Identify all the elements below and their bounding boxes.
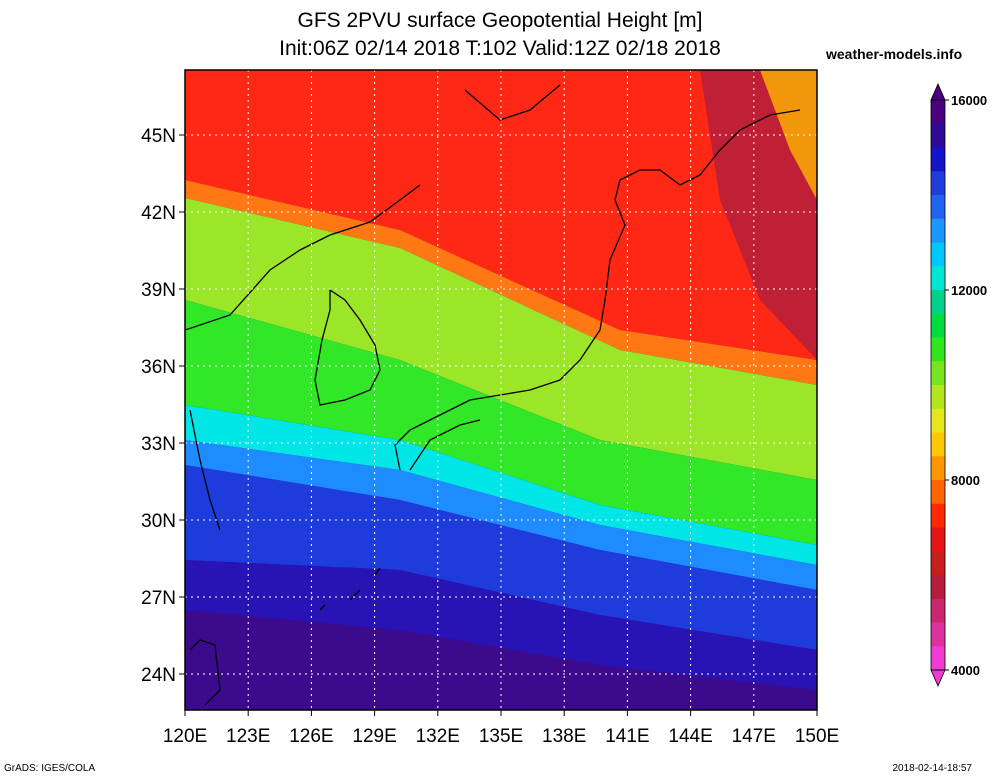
colorbar-swatch xyxy=(931,100,945,125)
colorbar-swatch xyxy=(931,575,945,600)
lon-tick-label: 126E xyxy=(289,726,333,747)
lat-tick-label: 45N xyxy=(141,126,176,147)
colorbar-swatch xyxy=(931,147,945,172)
map-subtitle: Init:06Z 02/14 2018 T:102 Valid:12Z 02/1… xyxy=(279,37,721,60)
latitude-axis: 45N 42N 39N 36N 33N 30N 27N 24N xyxy=(141,126,185,686)
lat-tick-label: 42N xyxy=(141,203,176,224)
colorbar-swatch xyxy=(931,456,945,481)
colorbar-swatch xyxy=(931,480,945,505)
lat-tick-label: 24N xyxy=(141,665,176,686)
site-credit: weather-models.info xyxy=(826,46,963,62)
colorbar: 16000 12000 8000 4000 xyxy=(930,83,987,687)
lon-tick-label: 147E xyxy=(732,726,776,747)
colorbar-swatch xyxy=(931,171,945,196)
colorbar-swatch xyxy=(931,551,945,576)
colorbar-swatch xyxy=(931,598,945,623)
timestamp: 2018-02-14-18:57 xyxy=(892,763,972,774)
colorbar-label: 4000 xyxy=(951,663,980,678)
colorbar-swatch xyxy=(931,622,945,647)
lat-tick-label: 27N xyxy=(141,588,176,609)
colorbar-swatch xyxy=(931,266,945,291)
lon-tick-label: 120E xyxy=(163,726,207,747)
lon-tick-label: 141E xyxy=(605,726,649,747)
colorbar-swatch xyxy=(931,646,945,671)
colorbar-swatch xyxy=(931,290,945,315)
lon-tick-label: 123E xyxy=(226,726,270,747)
colorbar-swatch xyxy=(931,361,945,386)
lon-tick-label: 129E xyxy=(352,726,396,747)
coastlines xyxy=(185,84,801,706)
colorbar-swatch xyxy=(931,408,945,433)
colorbar-swatch xyxy=(931,123,945,148)
colorbar-swatch xyxy=(931,337,945,362)
graticule xyxy=(185,70,817,710)
lon-tick-label: 138E xyxy=(542,726,586,747)
colorbar-swatch xyxy=(931,503,945,528)
colorbar-label: 12000 xyxy=(951,283,987,298)
colorbar-frame xyxy=(930,99,946,671)
lat-tick-label: 36N xyxy=(141,357,176,378)
lat-tick-label: 39N xyxy=(141,280,176,301)
lon-tick-label: 150E xyxy=(795,726,839,747)
colorbar-swatch xyxy=(931,432,945,457)
lat-tick-label: 33N xyxy=(141,434,176,455)
grads-credit: GrADS: IGES/COLA xyxy=(4,763,96,774)
colorbar-top-arrow xyxy=(930,83,946,101)
colorbar-swatch xyxy=(931,218,945,243)
lon-tick-label: 132E xyxy=(416,726,460,747)
colorbar-bottom-arrow xyxy=(930,669,946,687)
longitude-axis: 120E 123E 126E 129E 132E 135E 138E 141E 144E 147E… xyxy=(163,710,839,747)
colorbar-swatch xyxy=(931,195,945,220)
lat-tick-label: 30N xyxy=(141,511,176,532)
colorbar-swatch xyxy=(931,313,945,338)
map-title: GFS 2PVU surface Geopotential Height [m] xyxy=(297,9,703,32)
lon-tick-label: 135E xyxy=(479,726,523,747)
colorbar-label: 8000 xyxy=(951,473,980,488)
colorbar-label: 16000 xyxy=(951,93,987,108)
colorbar-swatch xyxy=(931,527,945,552)
colorbar-swatch xyxy=(931,242,945,267)
colorbar-swatch xyxy=(931,385,945,410)
lon-tick-label: 144E xyxy=(668,726,712,747)
geopotential-field xyxy=(185,70,817,710)
